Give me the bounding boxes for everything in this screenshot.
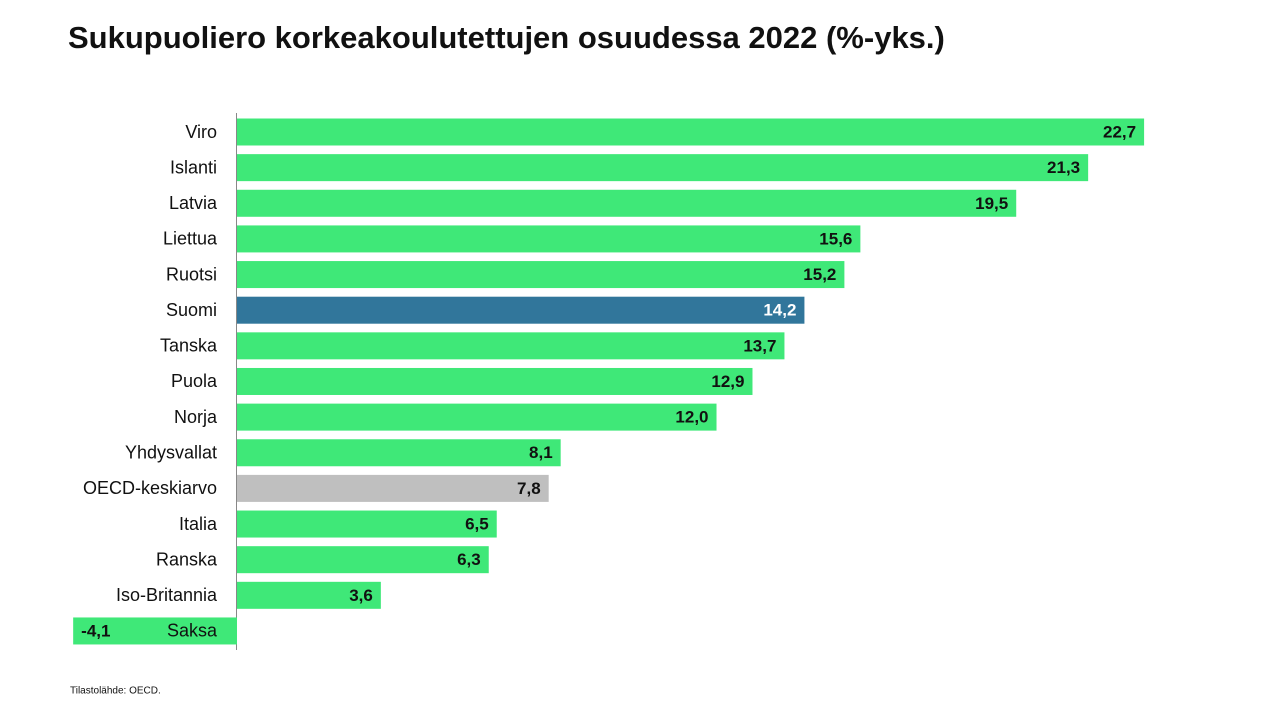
category-label: Norja	[174, 407, 218, 427]
chart-title: Sukupuoliero korkeakoulutettujen osuudes…	[68, 20, 945, 55]
category-label: Tanska	[160, 336, 218, 356]
value-label: 14,2	[763, 301, 796, 320]
bar	[237, 403, 717, 431]
bar	[237, 189, 1017, 217]
category-label: Liettua	[163, 229, 218, 249]
category-label: OECD-keskiarvo	[83, 478, 217, 498]
bar	[237, 367, 753, 395]
bar	[237, 474, 549, 502]
value-label: 12,9	[711, 372, 744, 391]
category-label: Italia	[179, 514, 218, 534]
category-label: Suomi	[166, 300, 217, 320]
category-label: Viro	[185, 122, 217, 142]
value-label: 15,2	[803, 265, 836, 284]
source-note: Tilastolähde: OECD.	[70, 686, 161, 697]
bar	[237, 296, 805, 324]
bar	[237, 118, 1145, 146]
value-label: 19,5	[975, 194, 1008, 213]
value-label: 12,0	[675, 408, 708, 427]
bar	[237, 510, 497, 538]
category-label: Puola	[171, 371, 218, 391]
bar	[237, 225, 861, 253]
bar	[237, 439, 561, 467]
value-label: 15,6	[819, 229, 852, 248]
category-label: Islanti	[170, 157, 217, 177]
bar	[237, 546, 489, 574]
bar	[237, 332, 785, 360]
value-label: 7,8	[517, 479, 541, 498]
bar	[73, 617, 237, 645]
bar	[237, 154, 1089, 182]
value-label: -4,1	[81, 621, 110, 640]
value-label: 8,1	[529, 443, 553, 462]
value-label: 3,6	[349, 586, 373, 605]
category-label: Saksa	[167, 621, 218, 641]
category-label: Ruotsi	[166, 264, 217, 284]
value-label: 22,7	[1103, 122, 1136, 141]
category-label: Iso-Britannia	[116, 585, 218, 605]
bar	[237, 581, 381, 609]
category-label: Latvia	[169, 193, 218, 213]
bar	[237, 261, 845, 289]
value-label: 6,3	[457, 550, 481, 569]
category-label: Ranska	[156, 549, 218, 569]
category-label: Yhdysvallat	[125, 443, 217, 463]
value-label: 21,3	[1047, 158, 1080, 177]
value-label: 6,5	[465, 515, 489, 534]
value-label: 13,7	[743, 336, 776, 355]
